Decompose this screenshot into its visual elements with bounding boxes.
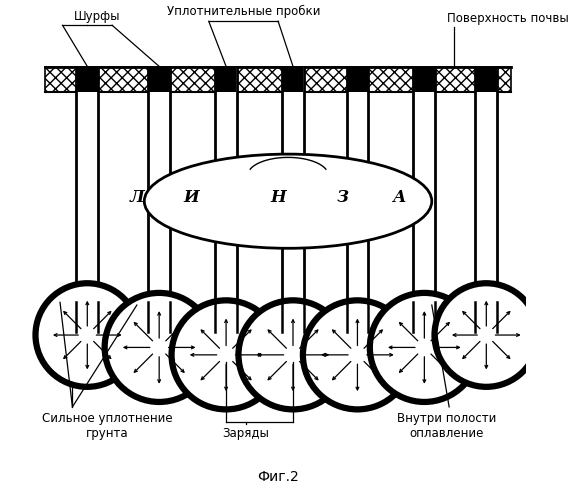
Text: Уплотнительные пробки: Уплотнительные пробки xyxy=(167,4,320,18)
Circle shape xyxy=(104,293,214,402)
Text: Н: Н xyxy=(271,188,286,206)
Bar xyxy=(76,302,98,332)
Bar xyxy=(215,68,237,335)
Bar xyxy=(347,68,368,92)
Bar xyxy=(475,68,497,335)
Bar xyxy=(414,68,435,92)
Circle shape xyxy=(171,300,280,410)
Text: Л: Л xyxy=(129,188,144,206)
Text: И: И xyxy=(184,188,199,206)
Circle shape xyxy=(36,283,139,387)
Bar xyxy=(346,68,368,335)
Bar xyxy=(215,302,237,332)
Bar xyxy=(346,302,368,332)
Text: Заряды: Заряды xyxy=(223,426,269,440)
Bar xyxy=(283,68,303,92)
Text: З: З xyxy=(336,188,349,206)
Text: Поверхность почвы: Поверхность почвы xyxy=(447,12,568,25)
Bar xyxy=(413,68,436,335)
Text: Фиг.2: Фиг.2 xyxy=(257,470,299,484)
Text: Шурфы: Шурфы xyxy=(74,10,121,23)
Text: А: А xyxy=(393,188,406,206)
Bar xyxy=(45,68,511,92)
Bar xyxy=(77,68,98,92)
Circle shape xyxy=(370,293,479,402)
Bar xyxy=(149,68,170,92)
Text: Сильное уплотнение
грунта: Сильное уплотнение грунта xyxy=(42,412,173,440)
Bar xyxy=(475,302,497,332)
Circle shape xyxy=(434,283,538,387)
Bar xyxy=(76,68,98,335)
Bar xyxy=(476,68,497,92)
Ellipse shape xyxy=(145,154,432,248)
Bar xyxy=(282,302,304,332)
Bar xyxy=(282,68,304,335)
Bar xyxy=(148,302,170,332)
Bar xyxy=(413,302,436,332)
Circle shape xyxy=(238,300,347,410)
Circle shape xyxy=(303,300,412,410)
Bar xyxy=(216,68,237,92)
Bar xyxy=(148,68,170,335)
Text: Внутри полости
оплавление: Внутри полости оплавление xyxy=(397,412,496,440)
